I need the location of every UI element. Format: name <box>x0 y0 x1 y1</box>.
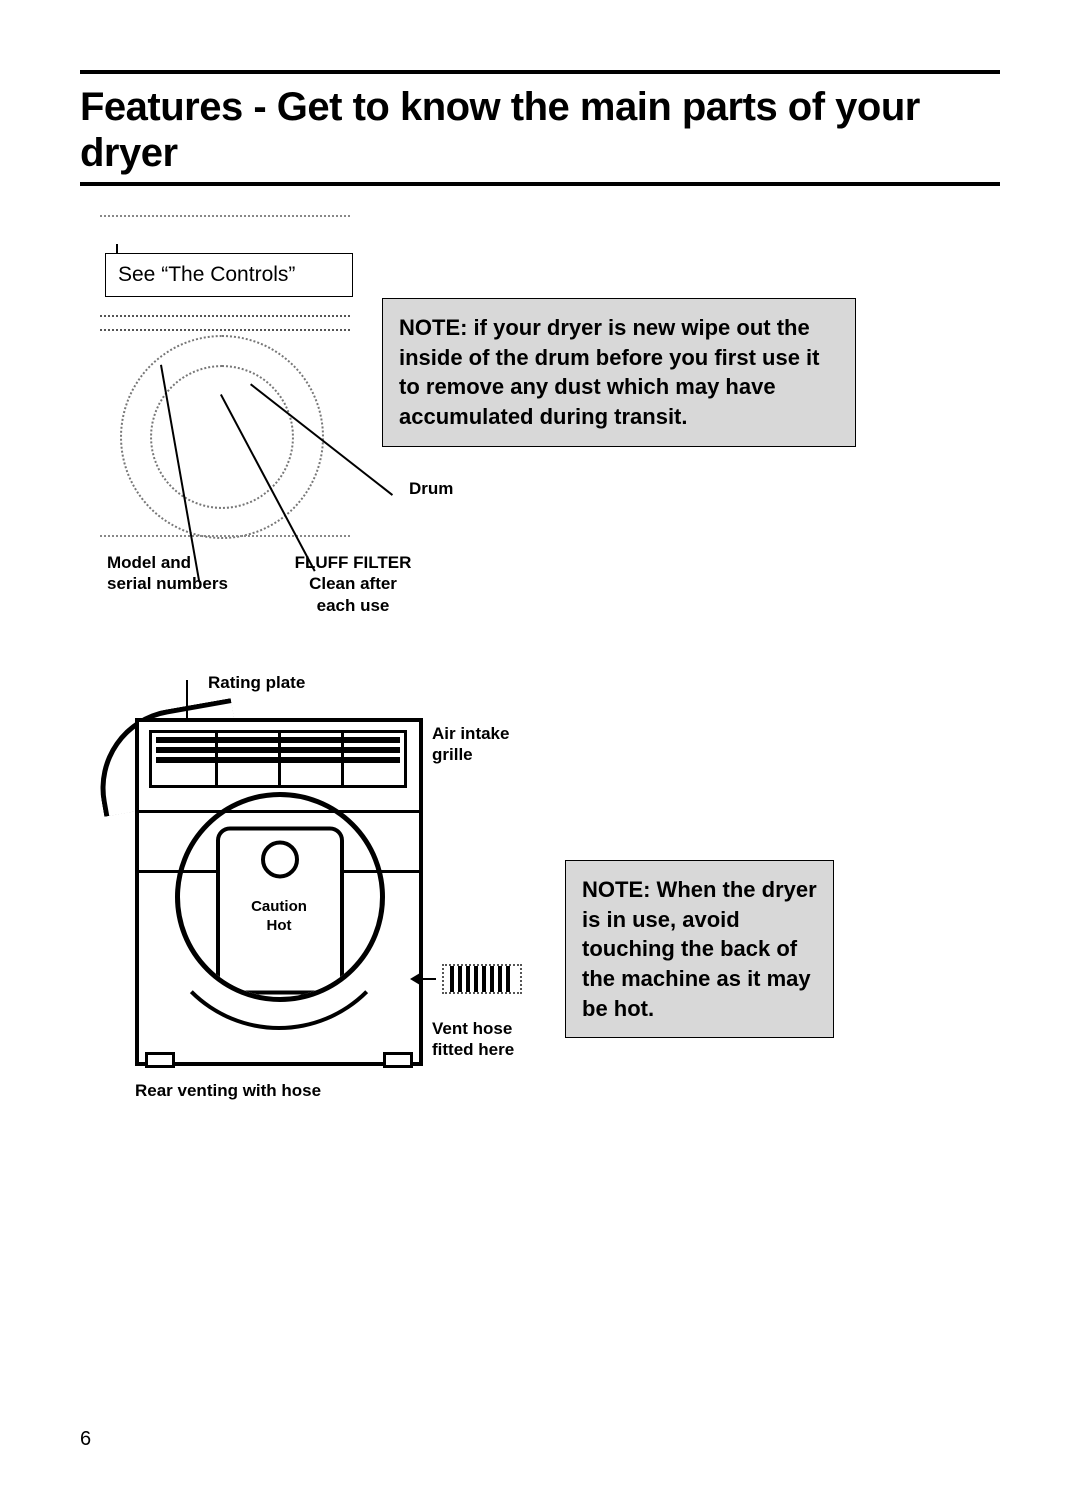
label-rating-plate: Rating plate <box>208 672 305 693</box>
label-air-intake: Air intake grille <box>432 723 509 766</box>
vent-icon <box>432 962 532 996</box>
vent-icon-bar <box>466 966 470 992</box>
vent-icon-bar <box>490 966 494 992</box>
label-fluff-l2: Clean after <box>278 573 428 594</box>
front-door-inner <box>150 365 294 509</box>
note-hot-back: NOTE: When the dryer is in use, avoid to… <box>565 860 834 1038</box>
label-vent-l1: Vent hose <box>432 1018 514 1039</box>
top-rule <box>80 70 1000 74</box>
rear-foot-left <box>145 1052 175 1068</box>
rear-grille-div-3 <box>341 733 344 785</box>
label-fluff-l1: FLUFF FILTER <box>278 552 428 573</box>
label-caution-l1: Caution <box>244 898 314 917</box>
note-hot-back-text: NOTE: When the dryer is in use, avoid to… <box>582 877 817 1021</box>
rear-caption: Rear venting with hose <box>135 1080 321 1101</box>
page-title: Features - Get to know the main parts of… <box>80 84 1000 176</box>
front-control-panel <box>100 315 350 331</box>
vent-icon-bar <box>506 966 510 992</box>
note-new-dryer: NOTE: if your dryer is new wipe out the … <box>382 298 856 447</box>
label-model-serial-l1: Model and <box>107 552 228 573</box>
vent-icon-bar <box>474 966 478 992</box>
front-outline-top <box>100 215 350 217</box>
rear-foot-right <box>383 1052 413 1068</box>
label-caution-hot: Caution Hot <box>244 898 314 936</box>
note-new-dryer-text: NOTE: if your dryer is new wipe out the … <box>399 315 820 429</box>
label-model-serial: Model and serial numbers <box>107 552 228 595</box>
label-model-serial-l2: serial numbers <box>107 573 228 594</box>
vent-icon-bar <box>450 966 454 992</box>
vent-icon-bar <box>498 966 502 992</box>
label-fluff-l3: each use <box>278 595 428 616</box>
page-frame: Features - Get to know the main parts of… <box>80 70 1000 186</box>
vent-icon-bar <box>458 966 462 992</box>
label-caution-l2: Hot <box>244 917 314 936</box>
label-vent-hose: Vent hose fitted here <box>432 1018 514 1061</box>
vent-icon-bar <box>482 966 486 992</box>
label-vent-l2: fitted here <box>432 1039 514 1060</box>
rear-diagram <box>135 700 425 1060</box>
vent-arrow-head <box>410 973 420 985</box>
front-outline-bottom <box>100 535 350 537</box>
label-air-intake-l2: grille <box>432 744 509 765</box>
bottom-rule <box>80 182 1000 186</box>
page-number: 6 <box>80 1428 91 1451</box>
rear-grille-div-1 <box>215 733 218 785</box>
label-drum: Drum <box>409 478 453 499</box>
label-fluff-filter: FLUFF FILTER Clean after each use <box>278 552 428 616</box>
label-air-intake-l1: Air intake <box>432 723 509 744</box>
